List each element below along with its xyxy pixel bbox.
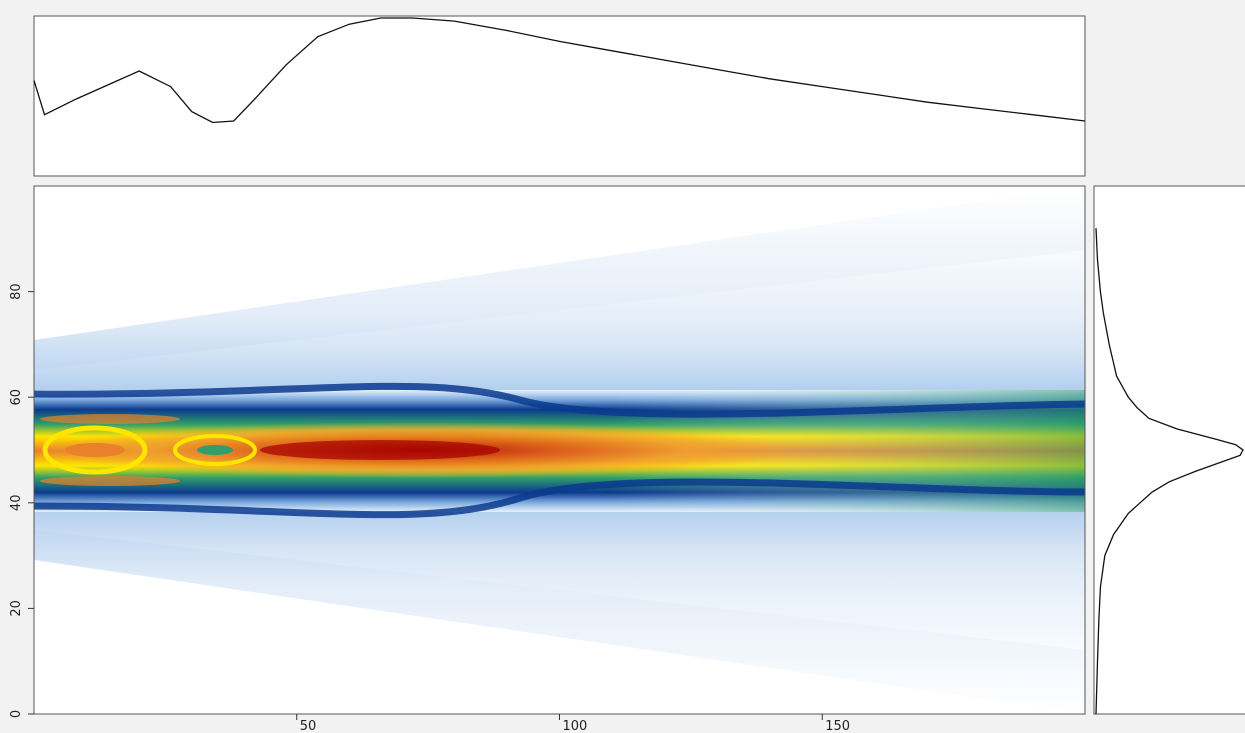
y-axis: 0 20 40 60 80	[9, 283, 34, 718]
top-profile-line	[33, 17, 1086, 124]
y-tick-label: 60	[9, 389, 24, 406]
y-tick-label: 20	[9, 600, 24, 617]
y-tick-label: 80	[9, 283, 24, 300]
heatmap-image	[34, 186, 1085, 714]
y-tick-label: 0	[9, 710, 24, 718]
y-tick-label: 40	[9, 495, 24, 512]
x-tick-label: 150	[825, 719, 850, 733]
top-profile-panel	[33, 15, 1086, 177]
x-axis: 50 100 150	[296, 714, 850, 733]
x-tick-label: 50	[300, 719, 317, 733]
x-tick-label: 100	[563, 719, 588, 733]
right-profile-line	[1095, 228, 1244, 715]
right-profile-panel	[1093, 185, 1245, 715]
